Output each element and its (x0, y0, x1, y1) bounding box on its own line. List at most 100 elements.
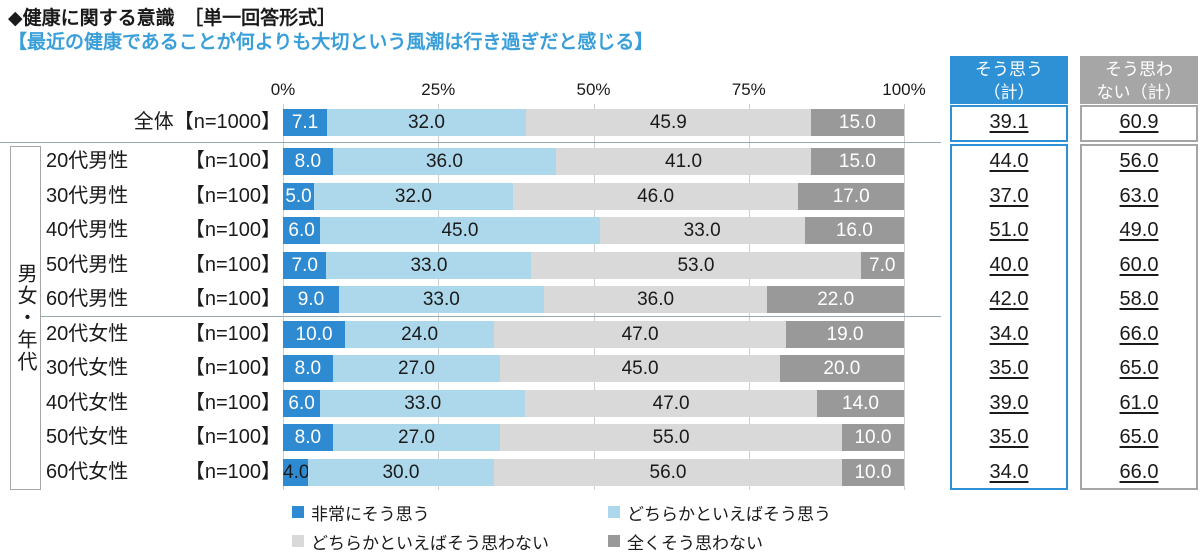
row-label: 20代男性 【n=100】 (46, 148, 281, 175)
segment-somewhat-disagree: 53.0 (531, 251, 861, 279)
segment-value: 10.0 (295, 323, 333, 345)
segment-somewhat-disagree: 36.0 (543, 286, 768, 313)
segment-value: 33.0 (410, 254, 448, 276)
summary-header-disagree: そう思わない（計） (1080, 56, 1198, 104)
segment-strongly-disagree: 16.0 (804, 217, 904, 244)
segment-value: 47.0 (652, 392, 690, 414)
segment-value: 36.0 (637, 289, 675, 310)
segment-value: 46.0 (637, 185, 675, 207)
segment-strongly-agree: 8.0 (283, 148, 333, 175)
stacked-bar: 8.0 36.0 41.0 15.0 (283, 148, 904, 175)
summary-value-disagree: 66.0 (1119, 322, 1159, 345)
segment-strongly-disagree: 15.0 (810, 109, 904, 136)
row-label: 50代女性 【n=100】 (46, 424, 281, 451)
x-tick-label: 0% (270, 80, 296, 99)
summary-value-agree: 42.0 (989, 288, 1029, 310)
summary-overall-box-disagree: 60.9 (1080, 105, 1198, 142)
segment-value: 56.0 (649, 461, 687, 483)
segment-value: 32.0 (394, 185, 432, 207)
segment-strongly-agree: 7.1 (283, 109, 328, 136)
segment-somewhat-agree: 32.0 (314, 182, 513, 210)
segment-value: 19.0 (826, 323, 864, 345)
gridline-100% (904, 104, 905, 490)
summary-header-line: ない（計） (1096, 83, 1182, 102)
segment-somewhat-agree: 24.0 (345, 320, 495, 348)
segment-value: 27.0 (398, 427, 435, 448)
segment-strongly-agree: 7.0 (283, 251, 327, 279)
row-label-name: 60代男性 (46, 288, 129, 310)
summary-group-box-agree: 44.0 37.0 51.0 40.0 42.0 34.0 35.0 39.0 35.0 34.0 (950, 144, 1068, 490)
segment-somewhat-agree: 32.0 (327, 109, 526, 136)
x-tick-label: 25% (421, 80, 456, 99)
summary-value-agree: 39.1 (989, 111, 1029, 133)
row-label: 40代女性 【n=100】 (46, 390, 281, 417)
legend-color-swatch (292, 506, 304, 518)
row-label: 50代男性 【n=100】 (46, 252, 281, 279)
segment-value: 36.0 (425, 151, 463, 172)
row-label: 全体【n=1000】 (133, 111, 281, 133)
x-tick-label: 100% (882, 80, 926, 99)
row-label: 40代男性 【n=100】 (46, 217, 281, 244)
row-label-n: 【n=100】 (184, 391, 281, 414)
row-label-n: 【n=100】 (184, 357, 281, 379)
stacked-bar: 8.0 27.0 45.0 20.0 (283, 355, 904, 382)
segment-value: 24.0 (401, 323, 439, 345)
row-label: 30代男性 【n=100】 (46, 183, 281, 210)
segment-value: 30.0 (382, 461, 420, 483)
legend-label: 非常にそう思う (311, 504, 430, 524)
stacked-bar: 9.0 33.0 36.0 22.0 (283, 286, 904, 313)
segment-value: 7.0 (291, 254, 318, 276)
chart-subtitle: 【最近の健康であることが何よりも大切という風潮は行き過ぎだと感じる】 (8, 32, 654, 53)
segment-strongly-disagree: 14.0 (817, 389, 904, 417)
row-label-n: 【n=100】 (184, 184, 281, 207)
segment-value: 33.0 (404, 392, 442, 414)
group-label: 男女・年代 (14, 263, 36, 373)
segment-strongly-disagree: 10.0 (841, 424, 904, 451)
segment-value: 47.0 (621, 323, 659, 345)
summary-value-disagree: 61.0 (1119, 391, 1159, 414)
segment-value: 4.0 (283, 461, 310, 483)
summary-value-disagree: 63.0 (1119, 184, 1159, 207)
summary-header-line: （計） (983, 83, 1035, 102)
group-label-box: 男女・年代 (10, 146, 41, 490)
segment-strongly-disagree: 15.0 (810, 148, 904, 175)
segment-value: 7.0 (869, 254, 896, 276)
summary-value-agree: 35.0 (989, 357, 1029, 379)
summary-value-agree: 44.0 (989, 150, 1029, 172)
summary-group-box-disagree: 56.0 63.0 49.0 60.0 58.0 66.0 65.0 61.0 65.0 66.0 (1080, 144, 1198, 490)
segment-strongly-agree: 10.0 (283, 320, 346, 348)
segment-strongly-disagree: 10.0 (841, 458, 904, 486)
segment-value: 33.0 (422, 289, 460, 310)
summary-value-disagree: 58.0 (1119, 288, 1159, 310)
segment-value: 9.0 (297, 289, 325, 310)
row-label: 60代女性 【n=100】 (46, 459, 281, 486)
segment-value: 27.0 (398, 358, 435, 379)
segment-somewhat-disagree: 46.0 (512, 182, 799, 210)
segment-somewhat-disagree: 47.0 (525, 389, 818, 417)
summary-header-line: そう思わ (1105, 60, 1173, 79)
stacked-bar: 8.0 27.0 55.0 10.0 (283, 424, 904, 451)
segment-strongly-disagree: 20.0 (779, 355, 904, 382)
segment-value: 22.0 (817, 289, 855, 310)
summary-overall-box-agree: 39.1 (950, 105, 1068, 142)
segment-somewhat-agree: 33.0 (320, 389, 526, 417)
segment-strongly-agree: 5.0 (283, 182, 315, 210)
row-label-name: 20代女性 (46, 322, 129, 345)
summary-value-disagree: 66.0 (1119, 460, 1159, 483)
legend-color-swatch (292, 535, 304, 547)
segment-somewhat-disagree: 45.9 (525, 109, 811, 136)
segment-somewhat-agree: 45.0 (320, 217, 600, 244)
legend-item: どちらかといえばそう思う (608, 500, 831, 524)
stacked-bar: 7.1 32.0 45.9 15.0 (283, 109, 904, 136)
separator-overall (0, 142, 941, 143)
x-tick-label: 50% (576, 80, 611, 99)
segment-value: 33.0 (683, 220, 721, 241)
legend-item: 非常にそう思う (292, 500, 430, 524)
row-label-name: 30代女性 (46, 357, 129, 379)
segment-strongly-disagree: 22.0 (767, 286, 904, 313)
segment-value: 45.0 (441, 220, 479, 241)
segment-somewhat-disagree: 56.0 (494, 458, 842, 486)
segment-value: 7.1 (291, 112, 319, 133)
segment-somewhat-disagree: 47.0 (494, 320, 786, 348)
